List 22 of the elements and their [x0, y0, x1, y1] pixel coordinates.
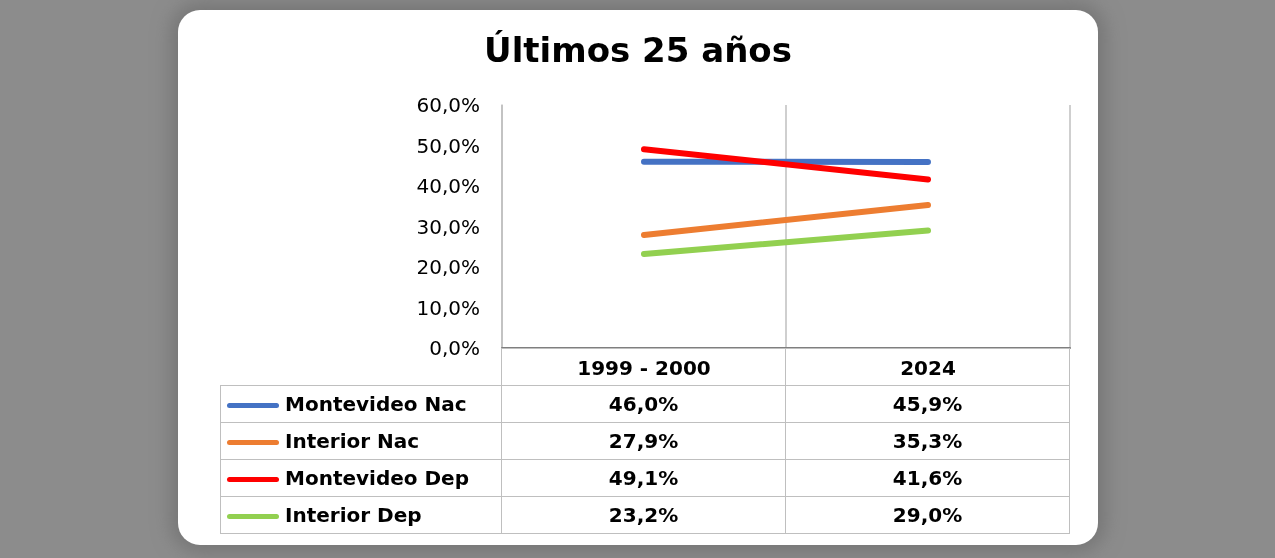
data-label: 29,0%: [785, 496, 1070, 534]
x-tick-label: 2024: [900, 356, 956, 380]
legend-label: Interior Dep: [285, 503, 422, 527]
x-tick-label: 1999 - 2000: [577, 356, 711, 380]
y-tick-label: 30,0%: [416, 214, 480, 239]
y-tick-label: 0,0%: [429, 336, 480, 360]
y-tick-label: 20,0%: [416, 255, 480, 279]
data-label: 27,9%: [501, 422, 786, 460]
data-label: 45,9%: [785, 385, 1070, 423]
data-label: 49,1%: [501, 459, 786, 497]
legend-label: Interior Nac: [285, 429, 420, 453]
y-tick-label: 40,0%: [416, 174, 480, 198]
chart-title: Últimos 25 años: [483, 30, 793, 70]
y-tick-label: 10,0%: [416, 295, 480, 320]
data-label: 35,3%: [785, 422, 1070, 460]
data-label: 41,6%: [785, 459, 1070, 497]
legend-label: Montevideo Dep: [285, 466, 469, 490]
y-tick-label: 50,0%: [416, 133, 480, 158]
data-label: 23,2%: [501, 496, 786, 534]
y-tick-label: 60,0%: [416, 93, 480, 117]
legend-label: Montevideo Nac: [285, 392, 467, 416]
data-label: 46,0%: [501, 385, 786, 423]
